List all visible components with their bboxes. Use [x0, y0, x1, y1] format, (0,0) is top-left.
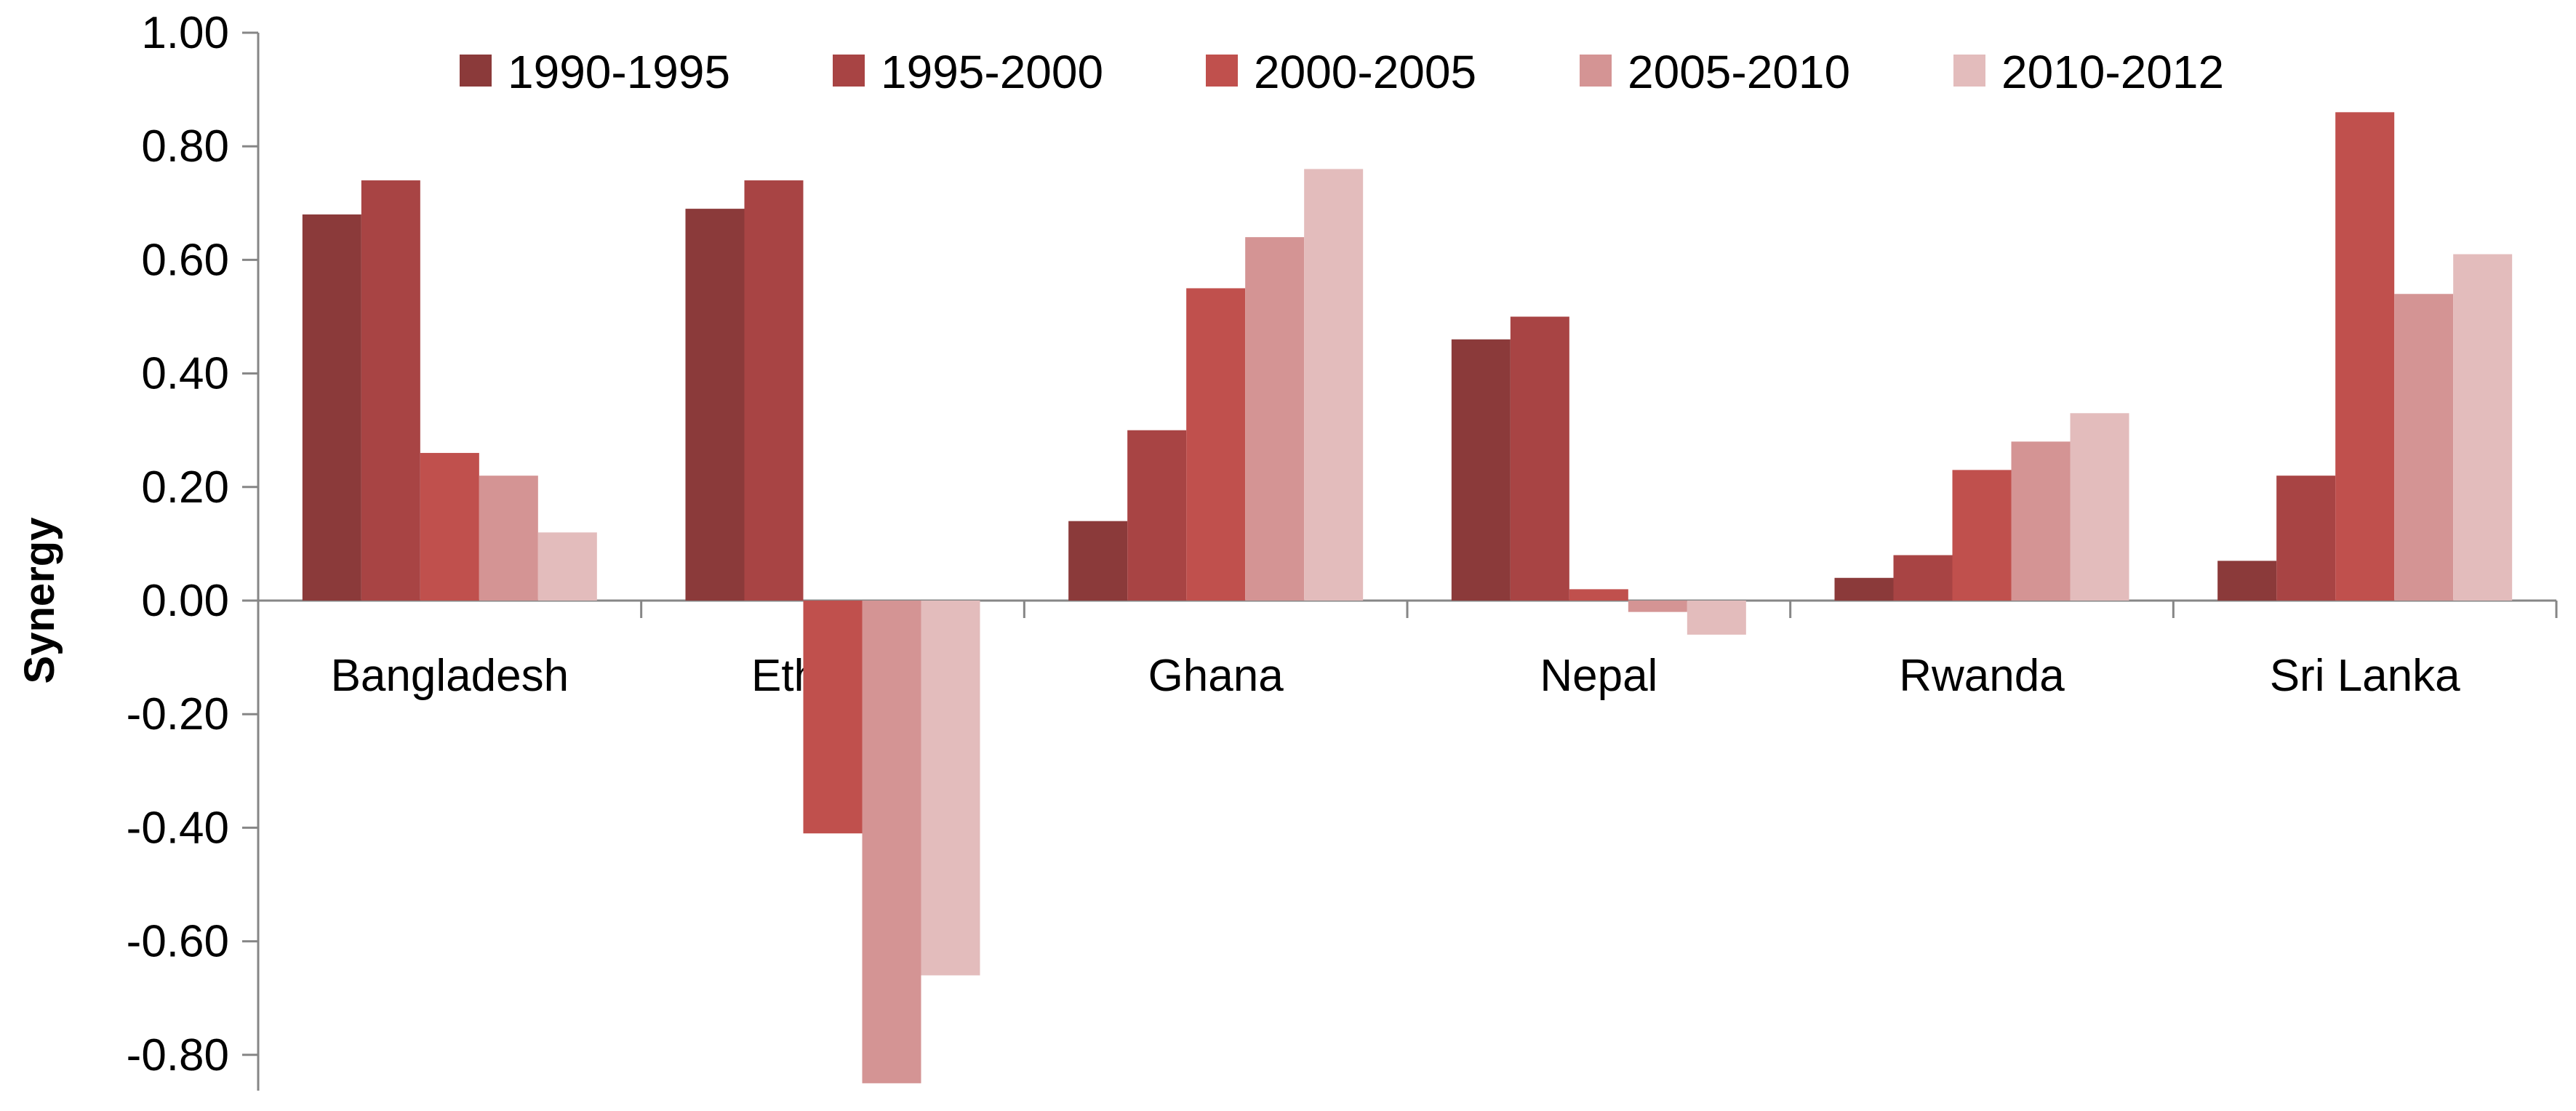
bar-1990-1995-sri-lanka — [2217, 561, 2277, 601]
bar-2010-2012-rwanda — [2070, 413, 2129, 601]
bar-2005-2010-bangladesh — [479, 476, 538, 601]
bar-2010-2012-bangladesh — [537, 532, 597, 601]
bar-2000-2005-bangladesh — [420, 452, 479, 601]
bar-1995-2000-bangladesh — [361, 180, 420, 601]
y-axis-title: Synergy — [16, 518, 63, 684]
legend-swatch — [833, 55, 865, 87]
bar-2000-2005-ghana — [1186, 288, 1246, 601]
bar-2005-2010-ghana — [1245, 237, 1305, 601]
y-tick-label: 0.00 — [141, 576, 229, 626]
bar-1990-1995-ethiopia — [685, 209, 745, 601]
legend: 1990-1995 1995-2000 2000-2005 2005-2010 2010… — [460, 46, 2224, 98]
bar-1995-2000-ghana — [1127, 430, 1187, 601]
legend-label: 2010-2012 — [2001, 46, 2224, 98]
bar-2005-2010-ethiopia — [862, 601, 921, 1083]
bar-2000-2005-sri-lanka — [2335, 112, 2395, 601]
category-label: Nepal — [1540, 651, 1657, 701]
category-label: Sri Lanka — [2270, 651, 2460, 701]
bar-1995-2000-rwanda — [1893, 555, 1953, 601]
bar-2005-2010-sri-lanka — [2394, 294, 2454, 601]
bar-2005-2010-rwanda — [2011, 441, 2071, 601]
bar-1995-2000-sri-lanka — [2276, 476, 2336, 601]
bar-2005-2010-nepal — [1628, 601, 1687, 612]
x-axis: BangladeshEthiopiaGhanaNepalRwandaSri La… — [257, 599, 2558, 701]
bar-1990-1995-ghana — [1068, 521, 1128, 601]
legend-label: 1990-1995 — [508, 46, 730, 98]
y-tick-label: 1.00 — [141, 8, 229, 58]
bar-1995-2000-nepal — [1510, 316, 1569, 601]
legend-swatch — [1206, 55, 1238, 87]
bar-2000-2005-ethiopia — [803, 601, 863, 834]
bar-2010-2012-ethiopia — [921, 601, 980, 976]
bar-1990-1995-bangladesh — [302, 214, 361, 601]
y-tick-label: -0.80 — [127, 1030, 229, 1080]
bar-1990-1995-rwanda — [1834, 577, 1894, 601]
y-tick-label: 0.80 — [141, 121, 229, 172]
y-tick-label: -0.20 — [127, 689, 229, 739]
y-tick-label: -0.60 — [127, 917, 229, 967]
legend-label: 2005-2010 — [1628, 46, 1850, 98]
bars — [302, 112, 2513, 1083]
bar-2010-2012-nepal — [1687, 601, 1746, 635]
y-tick-label: 0.40 — [141, 349, 229, 399]
bar-2000-2005-rwanda — [1952, 470, 2012, 601]
bar-1995-2000-ethiopia — [744, 180, 804, 601]
bar-2010-2012-sri-lanka — [2453, 254, 2513, 601]
legend-label: 1995-2000 — [881, 46, 1103, 98]
category-label: Rwanda — [1899, 651, 2065, 701]
legend-swatch — [460, 55, 492, 87]
bar-2010-2012-ghana — [1304, 169, 1364, 601]
category-label: Ghana — [1148, 651, 1284, 701]
bar-1990-1995-nepal — [1451, 339, 1511, 601]
legend-swatch — [1580, 55, 1612, 87]
legend-swatch — [1953, 55, 1985, 87]
bar-2000-2005-nepal — [1569, 589, 1628, 601]
y-tick-label: -0.40 — [127, 803, 229, 853]
y-tick-label: 0.20 — [141, 462, 229, 513]
category-label: Bangladesh — [331, 651, 569, 701]
y-tick-label: 0.60 — [141, 235, 229, 285]
legend-label: 2000-2005 — [1254, 46, 1476, 98]
y-axis: 1.00 0.80 0.60 0.40 0.20 0.00 -0.20 -0.40 -0.60 -… — [127, 8, 260, 1091]
